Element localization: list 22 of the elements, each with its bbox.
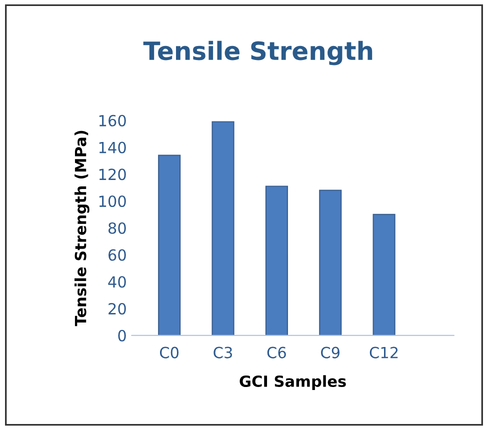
y-axis-title: Tensile Strength (MPa) xyxy=(74,130,90,326)
x-tick-label: C6 xyxy=(267,346,286,358)
x-axis-title: GCI Samples xyxy=(240,375,346,390)
y-tick-label: 120 xyxy=(99,168,126,180)
y-tick-label: 20 xyxy=(108,302,126,315)
x-tick-label: C0 xyxy=(160,346,179,358)
y-tick-label: 60 xyxy=(108,249,126,261)
chart-title: Tensile Strength xyxy=(143,40,372,66)
bar xyxy=(372,214,396,336)
bar xyxy=(319,190,342,336)
x-tick-label: C3 xyxy=(214,346,232,358)
y-tick-label: 160 xyxy=(99,114,126,126)
y-tick-label: 100 xyxy=(99,195,126,208)
x-tick-label: C12 xyxy=(370,346,398,358)
bar xyxy=(265,186,288,336)
bar xyxy=(212,121,234,336)
bar xyxy=(158,154,181,336)
y-tick-label: 0 xyxy=(118,330,126,342)
y-tick-label: 80 xyxy=(108,222,126,234)
x-tick-label: C9 xyxy=(321,346,340,358)
y-tick-label: 40 xyxy=(108,276,126,288)
y-tick-label: 140 xyxy=(99,142,126,154)
